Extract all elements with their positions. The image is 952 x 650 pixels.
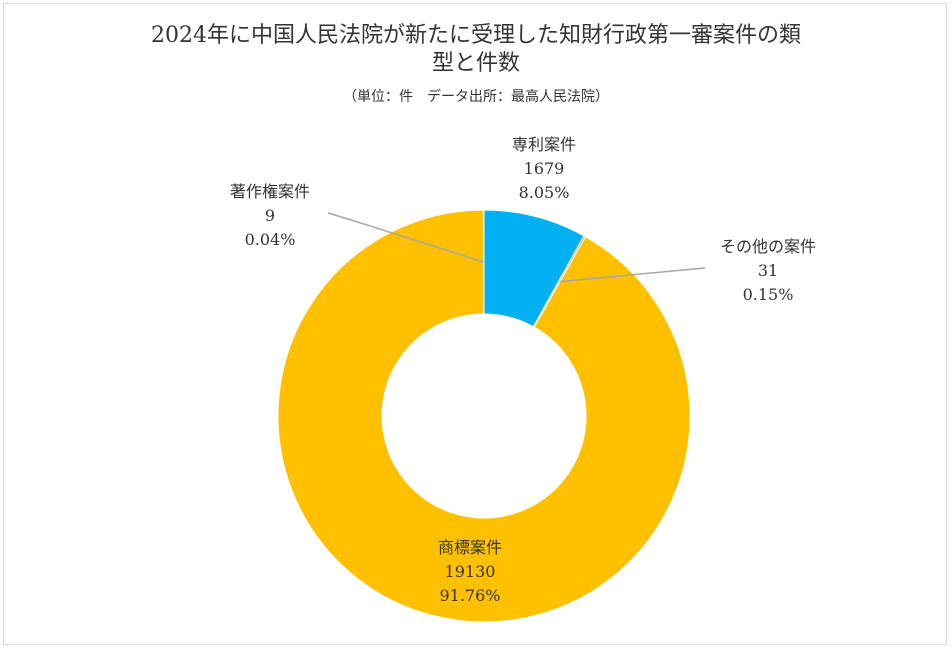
chart-title: 2024年に中国人民法院が新たに受理した知財行政第一審案件の類 型と件数 xyxy=(0,22,952,78)
label-copyright: 著作権案件 9 0.04% xyxy=(190,180,350,252)
label-other-percent: 0.15% xyxy=(742,285,794,304)
label-trademark-percent: 91.76% xyxy=(439,586,501,605)
slice-trademark xyxy=(277,209,691,623)
label-patent-percent: 8.05% xyxy=(518,183,570,202)
label-trademark-value: 19130 xyxy=(444,562,496,581)
chart-title-line2: 型と件数 xyxy=(431,51,520,76)
chart-title-line1: 2024年に中国人民法院が新たに受理した知財行政第一審案件の類 xyxy=(151,23,801,48)
label-trademark-name: 商標案件 xyxy=(437,538,502,557)
label-patent-value: 1679 xyxy=(523,159,565,178)
chart-subtitle: （単位：件 データ出所：最高人民法院） xyxy=(343,89,609,105)
label-patent-name: 専利案件 xyxy=(511,135,576,154)
label-other: その他の案件 31 0.15% xyxy=(688,235,848,307)
leader-line-copyright xyxy=(327,212,485,263)
label-other-name: その他の案件 xyxy=(719,237,816,256)
label-other-value: 31 xyxy=(757,261,779,280)
label-copyright-percent: 0.04% xyxy=(244,230,296,249)
label-patent: 専利案件 1679 8.05% xyxy=(464,133,624,205)
leader-line-other xyxy=(559,267,706,283)
label-trademark: 商標案件 19130 91.76% xyxy=(390,536,550,608)
label-copyright-name: 著作権案件 xyxy=(229,182,310,201)
label-copyright-value: 9 xyxy=(264,206,276,225)
